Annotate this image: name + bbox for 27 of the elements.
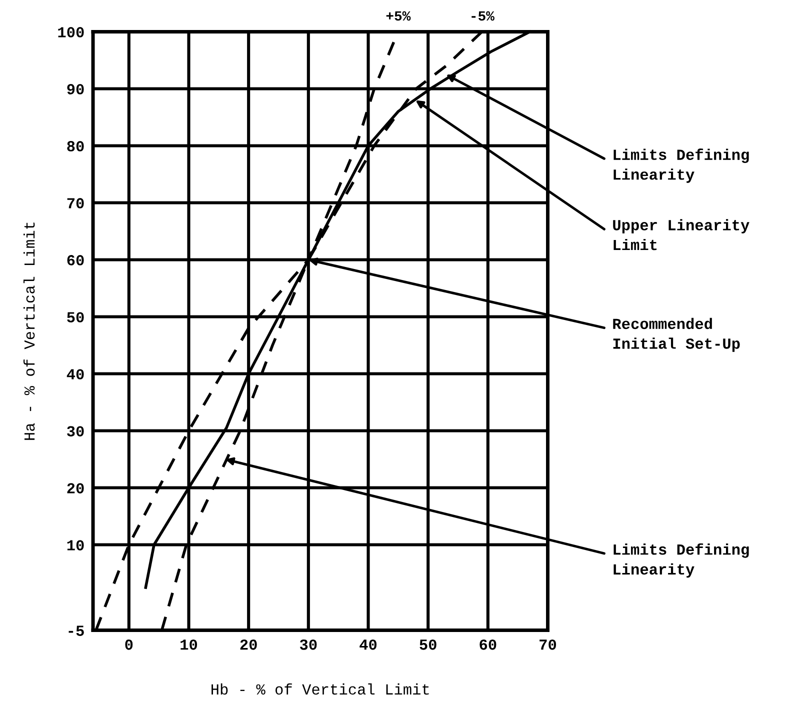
x-tick-label: 60 (480, 639, 496, 650)
series-label: -5% (472, 11, 494, 21)
x-tick-label: 50 (420, 639, 436, 650)
x-tick-label: 40 (360, 639, 377, 650)
annotation: Limits Defining Linearity (614, 543, 749, 578)
y-tick-label: 10 (67, 540, 84, 550)
y-tick-label: 30 (67, 426, 84, 436)
y-tick-label: 50 (67, 312, 84, 322)
y-tick-label: 20 (67, 483, 84, 494)
x-tick-label: 20 (240, 639, 257, 650)
y-tick-label: 80 (67, 141, 84, 152)
annotation: Recommended Initial Set-Up (613, 318, 740, 352)
y-tick-label: 70 (67, 198, 84, 208)
x-tick-label: 30 (300, 639, 317, 650)
y-tick-label: 100 (58, 27, 84, 38)
y-tick-label: 40 (66, 369, 84, 380)
series-label: +5% (386, 11, 411, 21)
y-tick-label: 60 (67, 255, 84, 266)
x-tick-label: 70 (540, 639, 556, 650)
y-tick-label: -5 (68, 626, 84, 636)
y-tick-label: 90 (67, 84, 84, 94)
y-axis-title: Ha - % of Vertical Limit (23, 222, 35, 440)
x-tick-label: 10 (180, 639, 198, 650)
annotation: Limits Defining Linearity (614, 148, 749, 183)
x-tick-label: 0 (125, 639, 133, 650)
annotation: Upper Linearity Limit (613, 219, 750, 250)
x-axis-title: Hb - % of Vertical Limit (212, 683, 429, 695)
